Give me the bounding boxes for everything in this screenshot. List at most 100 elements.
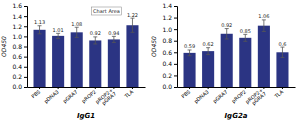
error-bar: [112, 36, 116, 42]
error-bar-stem: [208, 48, 209, 55]
y-tick-mark: [174, 18, 177, 19]
error-bar-cap: [130, 32, 134, 33]
bar: [276, 52, 288, 87]
error-bar-stem: [189, 50, 190, 56]
y-axis: 0.00.20.40.60.81.01.21.4: [162, 2, 177, 90]
y-tick-mark: [174, 52, 177, 53]
x-tick-label: pDNA3: [193, 89, 211, 106]
x-tick-mark: [58, 87, 59, 89]
error-bar-stem: [113, 36, 114, 42]
error-bar: [75, 27, 79, 37]
y-tick: 1.2: [162, 14, 177, 21]
x-tick: pGRA7: [212, 87, 229, 105]
x-tick-mark: [76, 87, 77, 89]
y-tick: 1.4: [162, 2, 177, 9]
error-bar-cap: [112, 42, 116, 43]
error-bar: [262, 20, 266, 32]
error-bar-stem: [132, 18, 133, 32]
data-label: 1.01: [53, 27, 64, 33]
data-label: 0.94: [108, 30, 119, 36]
x-tick-label: TLA: [122, 88, 134, 100]
x-tick: TLA: [122, 87, 134, 100]
error-bar-stem: [245, 34, 246, 41]
x-tick: PBS: [30, 87, 41, 99]
y-tick-label: 0.6: [162, 49, 172, 56]
y-tick: 0.6: [162, 49, 177, 56]
y-tick: 0.6: [12, 53, 27, 60]
x-axis: PBSpDNA3pGRA7pROP2pROP2+pGRA7TLA: [178, 87, 296, 110]
error-bar-cap: [130, 18, 134, 19]
error-bar-cap: [280, 57, 284, 58]
x-tick-label-line: TLA: [272, 88, 284, 100]
y-tick: 0.4: [12, 63, 27, 70]
error-bar-cap: [225, 38, 229, 39]
y-tick: 0.4: [162, 60, 177, 67]
y-tick-label: 0.2: [12, 73, 22, 80]
y-tick: 1.4: [12, 13, 27, 20]
x-tick: TLA: [272, 87, 284, 100]
y-tick: 1.2: [12, 23, 27, 30]
y-tick-label: 0.4: [162, 60, 172, 67]
marks: [184, 20, 289, 87]
x-tick-label-line: PBS: [180, 89, 191, 100]
x-tick-label-line: PBS: [30, 89, 41, 100]
error-bar-cap: [93, 43, 97, 44]
x-tick-label: TLA: [272, 88, 284, 100]
y-tick-label: 0.8: [162, 37, 172, 44]
bar: [71, 32, 83, 87]
error-bar-cap: [262, 19, 266, 20]
x-axis-title: IgG2a: [225, 112, 248, 120]
x-tick-label: pROP2+pGRA7: [244, 87, 268, 110]
data-label: 1.22: [127, 12, 138, 18]
x-tick-label: pGRA7: [62, 89, 79, 105]
y-axis-title: OD450: [150, 36, 157, 57]
error-bar-cap: [38, 33, 42, 34]
bar: [52, 36, 64, 87]
x-tick-label: PBS: [180, 89, 191, 100]
error-bar-cap: [188, 49, 192, 50]
y-tick: 0.0: [162, 83, 177, 90]
y-tick-mark: [24, 67, 27, 68]
error-bar-cap: [243, 41, 247, 42]
panel: 0.00.20.40.60.81.01.21.41.6PBSpDNA3pGRA7…: [0, 2, 146, 120]
bar: [108, 39, 120, 87]
x-tick-label: PBS: [30, 89, 41, 100]
error-bar-cap: [112, 36, 116, 37]
annotation-box: [92, 7, 122, 15]
data-label: 1.13: [34, 19, 45, 25]
y-tick-label: 1.6: [12, 2, 22, 9]
y-tick: 0.8: [162, 37, 177, 44]
x-axis-title: IgG1: [77, 112, 95, 120]
bar: [89, 40, 101, 87]
error-bar-cap: [93, 36, 97, 37]
x-tick-mark: [95, 87, 96, 89]
y-tick-mark: [24, 6, 27, 7]
x-axis: PBSpDNA3pGRA7pROP2pROP2+pGRA7TLA: [28, 87, 146, 110]
x-tick: pROP2+pGRA7: [244, 87, 268, 110]
error-bar-cap: [56, 33, 60, 34]
x-tick-label-line: pDNA3: [193, 89, 211, 106]
error-bar-cap: [280, 47, 284, 48]
error-bar: [225, 29, 229, 39]
x-tick-label-line: pGRA7: [212, 89, 229, 105]
y-tick-mark: [24, 36, 27, 37]
error-bar-cap: [225, 28, 229, 29]
x-tick: pGRA7: [62, 87, 79, 105]
error-bar-stem: [58, 33, 59, 38]
y-tick-label: 1.2: [12, 23, 22, 30]
error-bar: [188, 50, 192, 56]
error-bar-cap: [206, 47, 210, 48]
data-label: 0.85: [240, 28, 251, 34]
data-labels: 1.131.011.080.920.941.22: [34, 12, 138, 37]
error-bar-stem: [263, 20, 264, 32]
y-tick-mark: [174, 41, 177, 42]
error-bar-cap: [75, 27, 79, 28]
y-tick-label: 1.0: [162, 26, 172, 33]
y-tick-label: 0.0: [12, 83, 22, 90]
x-tick-label-line: pGRA7: [250, 90, 267, 106]
x-tick: PBS: [180, 87, 191, 99]
error-bar: [56, 33, 60, 38]
y-tick: 1.0: [12, 33, 27, 40]
y-tick: 0.2: [12, 73, 27, 80]
y-tick: 1.6: [12, 2, 27, 9]
